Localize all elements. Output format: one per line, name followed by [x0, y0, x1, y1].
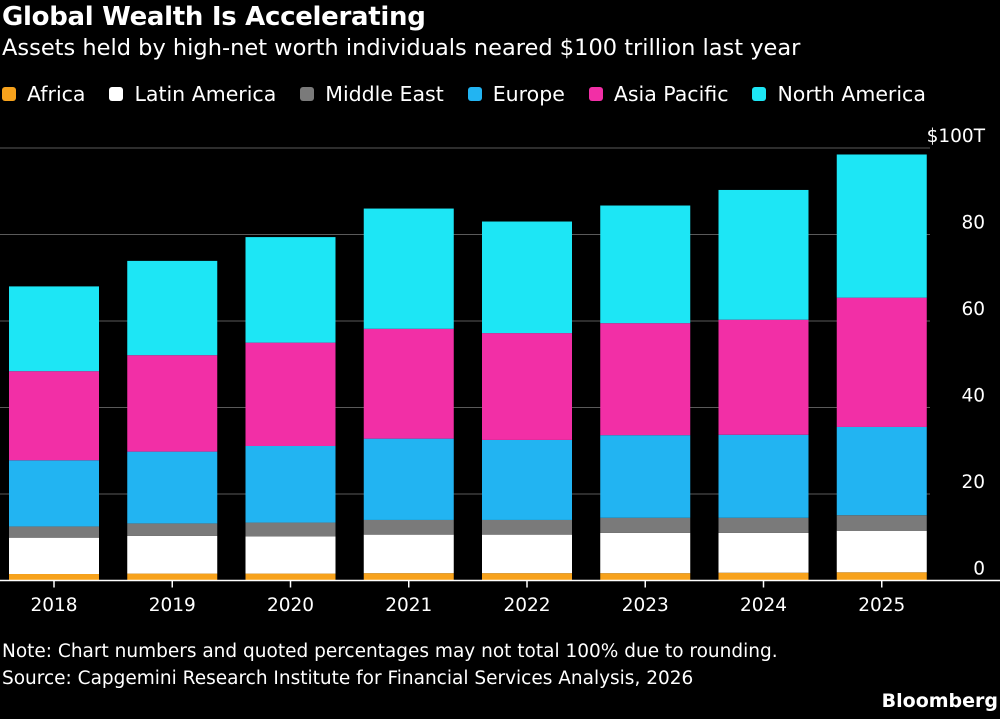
bar-segment-africa — [836, 572, 927, 581]
y-tick-label: $100T — [927, 126, 986, 147]
bar-segment-latin-america — [718, 532, 809, 573]
bar-segment-europe — [127, 451, 218, 524]
bar-segment-middle-east — [718, 517, 809, 533]
bar-segment-africa — [245, 573, 336, 581]
chart-note: Note: Chart numbers and quoted percentag… — [2, 641, 778, 662]
chart-source: Source: Capgemini Research Institute for… — [2, 668, 694, 689]
bar-segment-asia-pacific — [245, 342, 336, 446]
y-tick-label: 40 — [961, 386, 985, 407]
bar-segment-asia-pacific — [482, 333, 572, 440]
bar-segment-asia-pacific — [127, 355, 218, 452]
bar-segment-africa — [600, 573, 691, 581]
legend: Africa Latin America Middle East Europe … — [2, 80, 950, 108]
legend-label-north-america: North America — [777, 82, 926, 106]
legend-swatch-europe — [467, 87, 482, 101]
bloomberg-logo: Bloomberg — [881, 690, 998, 712]
legend-item-europe: Europe — [467, 82, 565, 106]
x-tick-label: 2020 — [267, 595, 314, 616]
x-tick-label: 2018 — [30, 595, 77, 616]
bar-segment-europe — [600, 435, 691, 518]
bar-segment-latin-america — [600, 532, 691, 574]
bar-segment-middle-east — [836, 515, 927, 531]
bar-segment-middle-east — [127, 523, 218, 536]
legend-swatch-north-america — [752, 87, 767, 101]
bar-segment-africa — [9, 574, 99, 581]
bar-segment-latin-america — [9, 537, 99, 575]
legend-label-middle-east: Middle East — [325, 82, 444, 106]
legend-item-north-america: North America — [752, 82, 926, 106]
bar-segment-middle-east — [482, 519, 572, 535]
bar-segment-asia-pacific — [836, 297, 927, 427]
bar-segment-africa — [718, 572, 809, 581]
bar-segment-europe — [718, 434, 809, 518]
bar-segment-africa — [363, 573, 454, 581]
bar-segment-europe — [245, 445, 336, 523]
bar-segment-asia-pacific — [363, 328, 454, 439]
legend-label-latin-america: Latin America — [134, 82, 277, 106]
y-tick-label: 0 — [973, 559, 985, 580]
bar-segment-asia-pacific — [718, 319, 809, 435]
bar-segment-latin-america — [836, 530, 927, 573]
chart-subtitle: Assets held by high-net worth individual… — [2, 35, 801, 61]
bar-segment-europe — [482, 439, 572, 520]
bar-segment-europe — [9, 460, 99, 527]
y-tick-label: 80 — [961, 213, 985, 234]
legend-swatch-latin-america — [109, 87, 124, 101]
bar-segment-north-america — [600, 205, 691, 324]
bar-segment-africa — [127, 573, 218, 581]
x-tick-label: 2024 — [740, 595, 787, 616]
bar-segment-middle-east — [363, 519, 454, 535]
legend-swatch-middle-east — [300, 87, 315, 101]
x-tick-label: 2022 — [503, 595, 550, 616]
x-tick-label: 2019 — [149, 595, 196, 616]
x-tick-label: 2021 — [385, 595, 432, 616]
y-tick-label: 20 — [961, 472, 985, 493]
legend-item-africa: Africa — [2, 82, 85, 106]
bar-segment-asia-pacific — [600, 323, 691, 436]
x-tick-label: 2025 — [858, 595, 905, 616]
bar-segment-africa — [482, 573, 572, 581]
legend-item-middle-east: Middle East — [300, 82, 444, 106]
legend-item-asia-pacific: Asia Pacific — [588, 82, 729, 106]
bar-segment-latin-america — [363, 534, 454, 574]
bar-segment-middle-east — [9, 526, 99, 538]
bar-segment-middle-east — [245, 522, 336, 537]
bar-segment-europe — [836, 426, 927, 516]
bar-segment-north-america — [363, 208, 454, 329]
legend-label-europe: Europe — [492, 82, 565, 106]
bar-segment-north-america — [245, 237, 336, 343]
legend-swatch-asia-pacific — [588, 87, 603, 101]
bar-segment-asia-pacific — [9, 371, 99, 461]
bar-segment-north-america — [836, 154, 927, 298]
bar-segment-north-america — [9, 286, 99, 372]
y-tick-label: 60 — [961, 299, 985, 320]
chart-title: Global Wealth Is Accelerating — [2, 2, 426, 32]
bar-segment-north-america — [127, 260, 218, 356]
x-tick-label: 2023 — [622, 595, 669, 616]
bar-segment-north-america — [718, 189, 809, 320]
legend-swatch-africa — [2, 87, 16, 101]
bar-segment-latin-america — [245, 536, 336, 574]
legend-label-asia-pacific: Asia Pacific — [613, 82, 729, 106]
legend-label-africa: Africa — [27, 82, 86, 106]
legend-item-latin-america: Latin America — [109, 82, 276, 106]
bar-segment-north-america — [482, 221, 572, 334]
bar-segment-latin-america — [127, 535, 218, 574]
bar-segment-middle-east — [600, 517, 691, 533]
bar-segment-latin-america — [482, 534, 572, 574]
bar-segment-europe — [363, 438, 454, 520]
